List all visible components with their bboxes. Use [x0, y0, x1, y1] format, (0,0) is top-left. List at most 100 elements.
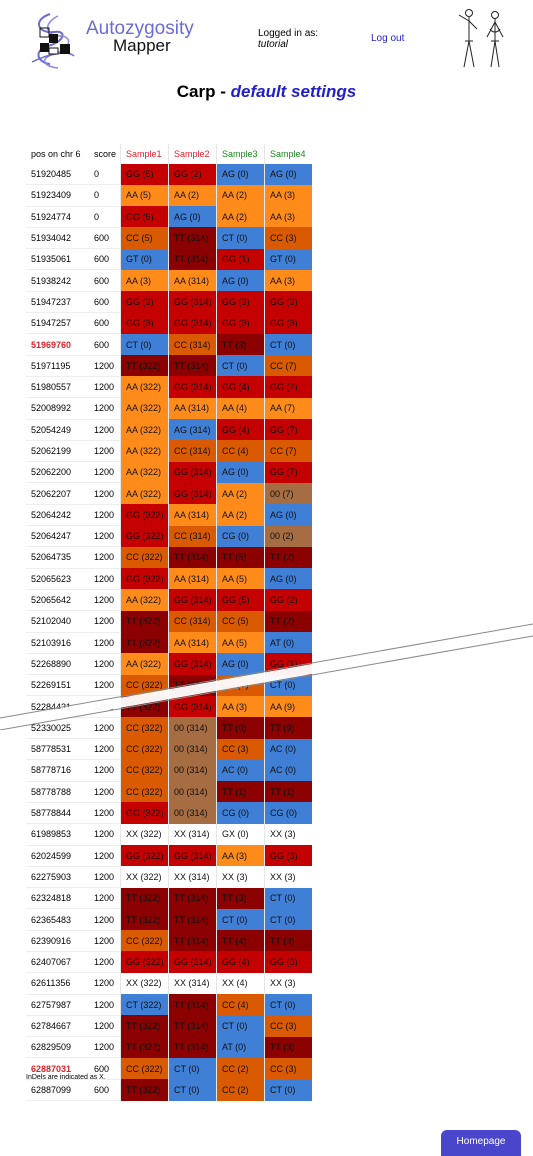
position-cell: 52269151 [26, 674, 89, 697]
genotype-cell-sample3: CC (4) [216, 440, 265, 462]
score-cell: 600 [89, 1079, 121, 1102]
genotype-cell-sample3: CT (0) [216, 355, 265, 377]
genotype-cell-sample3: TT (3) [216, 333, 265, 356]
score-cell: 1200 [89, 951, 121, 974]
table-row: 51920485 0 GG (5) GG (2) AG (0) AG (0) [26, 164, 312, 186]
genotype-cell-sample1: TT (322) [120, 887, 169, 909]
genotype-cell-sample2: TT (314) [168, 355, 217, 377]
table-row: 52064735 1200 CC (322) TT (314) TT (5) TT (2) [26, 546, 312, 569]
genotype-cell-sample1: CT (322) [120, 994, 169, 1016]
genotype-cell-sample4: XX (3) [264, 972, 312, 995]
position-cell: 62887031 [26, 1057, 89, 1080]
genotype-cell-sample2: GG (314) [168, 951, 217, 973]
table-row: 52064242 1200 GG (322) AA (314) AA (2) AG (0) [26, 504, 312, 527]
header: Autozygosity Mapper Logged in as: tutori… [0, 0, 533, 80]
homepage-button[interactable]: Homepage [441, 1130, 521, 1156]
genotype-cell-sample3: CC (3) [216, 738, 265, 760]
genotype-cell-sample2: GG (314) [168, 653, 217, 675]
position-cell: 51969760 [26, 333, 89, 356]
table-row: 52062199 1200 AA (322) CC (314) CC (4) CC (7) [26, 440, 312, 463]
position-cell: 62784667 [26, 1015, 89, 1038]
genotype-cell-sample3: CT (0) [216, 908, 265, 931]
genotype-cell-sample1: GG (3) [120, 312, 169, 334]
position-cell: 52103916 [26, 632, 89, 654]
header-score: score [94, 149, 117, 159]
position-cell: 62757987 [26, 994, 89, 1016]
position-cell: 58778716 [26, 759, 89, 782]
genotype-cell-sample1: CC (322) [120, 546, 169, 569]
position-cell: 51920485 [26, 164, 89, 186]
position-cell: 58778844 [26, 802, 89, 825]
genotype-cell-sample4: CT (0) [264, 1079, 312, 1101]
score-cell: 1200 [89, 568, 121, 590]
genotype-cell-sample3: CC (2) [216, 1057, 265, 1080]
genotype-cell-sample1: AA (3) [120, 269, 169, 292]
position-cell: 51935061 [26, 248, 89, 271]
genotype-cell-sample3: CC (2) [216, 1079, 265, 1101]
score-cell: 1200 [89, 419, 121, 441]
genotype-cell-sample2: 00 (314) [168, 759, 217, 782]
position-cell: 61989853 [26, 823, 89, 846]
genotype-cell-sample4: CC (3) [264, 227, 312, 249]
position-cell: 52008992 [26, 397, 89, 420]
genotype-cell-sample3: TT (3) [216, 887, 265, 909]
genotype-cell-sample3: CT (0) [216, 1015, 265, 1037]
genotype-cell-sample1: GG (5) [120, 164, 169, 185]
genotype-cell-sample4: CT (0) [264, 887, 312, 909]
genotype-cell-sample2: TT (314) [168, 1036, 217, 1058]
header-sample4: Sample4 [264, 144, 312, 164]
genotype-cell-sample4: GG (3) [264, 845, 312, 867]
score-cell: 1200 [89, 589, 121, 612]
genotype-cell-sample2: XX (314) [168, 866, 217, 888]
human-figures-icon [458, 9, 504, 68]
table-row: 52065623 1200 GG (322) AA (314) AA (5) AG (0) [26, 568, 312, 590]
genotype-cell-sample3: CC (7) [216, 674, 265, 696]
genotype-cell-sample4: TT (2) [264, 610, 312, 633]
genotype-cell-sample1: AA (322) [120, 589, 169, 611]
score-cell: 1200 [89, 546, 121, 569]
position-cell: 62365483 [26, 908, 89, 931]
table-row: 52103916 1200 TT (322) AA (314) AA (5) AT (0) [26, 632, 312, 654]
position-cell: 51934042 [26, 227, 89, 250]
genotype-cell-sample3: XX (3) [216, 866, 265, 888]
genotype-cell-sample3: AC (0) [216, 759, 265, 782]
position-cell: 52284431 [26, 695, 89, 718]
indel-note: InDels are indicated as X. [26, 1074, 106, 1081]
genotype-cell-sample4: GG (3) [264, 291, 312, 313]
table-row: 51934042 600 CC (5) TT (314) CT (0) CC (3) [26, 227, 312, 250]
score-cell: 1200 [89, 376, 121, 399]
position-cell: 62611356 [26, 972, 89, 995]
table-row: 58778716 1200 CC (322) 00 (314) AC (0) AC (0) [26, 759, 312, 782]
genotype-cell-sample4: AC (0) [264, 738, 312, 760]
position-cell: 52062199 [26, 440, 89, 463]
genotype-cell-sample2: TT (314) [168, 227, 217, 249]
genotype-cell-sample4: CC (3) [264, 1015, 312, 1037]
genotype-cell-sample4: GG (1) [264, 653, 312, 675]
genotype-cell-sample4: XX (3) [264, 823, 312, 845]
genotype-cell-sample2: GG (314) [168, 376, 217, 398]
genotype-cell-sample1: XX (322) [120, 823, 169, 845]
genotype-cell-sample4: TT (9) [264, 717, 312, 739]
genotype-cell-sample1: AA (322) [120, 397, 169, 420]
table-row: 52284431 1200 TT (322) GG (314) AA (3) AA (9) [26, 695, 312, 718]
genotype-cell-sample1: GG (322) [120, 845, 169, 867]
genotype-cell-sample1: CC (322) [120, 674, 169, 696]
genotype-cell-sample3: AA (5) [216, 632, 265, 654]
score-cell: 1200 [89, 1036, 121, 1059]
genotype-cell-sample2: 00 (314) [168, 781, 217, 803]
genotype-cell-sample1: TT (322) [120, 632, 169, 654]
genotype-cell-sample4: CC (3) [264, 1057, 312, 1080]
genotype-cell-sample2: XX (314) [168, 823, 217, 845]
genotype-cell-sample2: TT (314) [168, 546, 217, 569]
position-cell: 52064247 [26, 525, 89, 548]
logout-link[interactable]: Log out [371, 33, 405, 44]
score-cell: 600 [89, 312, 121, 335]
position-cell: 52065642 [26, 589, 89, 612]
score-cell: 600 [89, 1057, 121, 1080]
table-row: 62784667 1200 TT (322) TT (314) CT (0) CC (3) [26, 1015, 312, 1038]
table-row: 62611356 1200 XX (322) XX (314) XX (4) XX (3) [26, 972, 312, 995]
genotype-cell-sample2: CT (0) [168, 1057, 217, 1080]
score-cell: 600 [89, 227, 121, 250]
genotype-cell-sample2: AA (314) [168, 568, 217, 590]
score-cell: 1200 [89, 738, 121, 761]
